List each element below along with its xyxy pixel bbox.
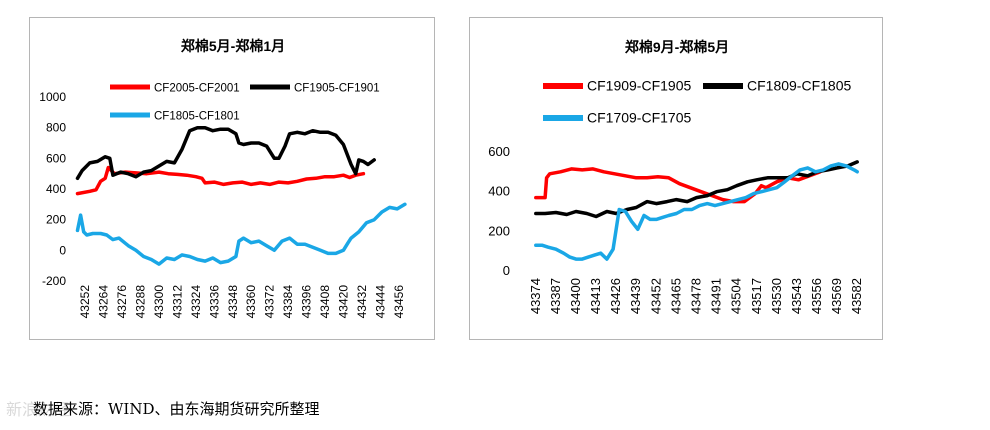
left-x-tick-label: 43312 <box>170 285 184 319</box>
right-x-tick-label: 43517 <box>749 278 764 314</box>
right-x-tick-label: 43530 <box>769 278 784 314</box>
left-x-tick-label: 43264 <box>97 285 111 319</box>
right-x-tick-label: 43478 <box>689 278 704 314</box>
left-y-tick-label: 400 <box>46 182 66 196</box>
left-x-tick-label: 43348 <box>226 285 240 319</box>
left-x-tick-label: 43252 <box>78 285 92 319</box>
source-note: 数据来源：WIND、由东海期货研究所整理 <box>33 400 320 418</box>
right-chart: 郑棉9月-郑棉5月 0 200 400 600 43374 43387 43400 43413… <box>488 39 864 314</box>
left-x-tick-label: 43360 <box>244 285 258 319</box>
left-x-tick-label: 43288 <box>134 285 148 319</box>
right-x-tick-label: 43374 <box>528 278 543 314</box>
left-chart: 郑棉5月-郑棉1月 -200 0 200 400 600 800 1000 43252 4326… <box>39 38 407 319</box>
left-x-tick-label: 43336 <box>207 285 221 319</box>
left-x-tick-label: 43396 <box>300 285 314 319</box>
right-x-tick-label: 43400 <box>568 278 583 314</box>
right-y-tick-label: 600 <box>488 144 510 159</box>
left-y-tick-label: 1000 <box>39 90 66 104</box>
left-x-tick-label: 43324 <box>189 285 203 319</box>
right-x-tick-label: 43387 <box>548 278 563 314</box>
left-x-tick-label: 43420 <box>336 285 350 319</box>
right-chart-panel: 郑棉9月-郑棉5月 0 200 400 600 43374 43387 43400 43413… <box>469 17 883 340</box>
left-legend-label-1: CF2005-CF2001 <box>154 83 240 95</box>
left-chart-panel: 郑棉5月-郑棉1月 -200 0 200 400 600 800 1000 43252 4326… <box>29 17 435 340</box>
right-x-tick-label: 43465 <box>668 278 683 314</box>
right-y-tick-label: 0 <box>503 263 510 278</box>
right-x-tick-label: 43452 <box>648 278 663 314</box>
left-x-tick-label: 43372 <box>263 285 277 319</box>
right-x-tick-label: 43413 <box>588 278 603 314</box>
right-x-tick-label: 43504 <box>729 278 744 314</box>
right-x-tick-label: 43569 <box>829 278 844 314</box>
left-y-tick-label: 800 <box>46 121 66 135</box>
right-series-line-3 <box>534 162 859 261</box>
left-legend-label-3: CF1805-CF1801 <box>154 111 240 123</box>
left-x-tick-label: 43276 <box>115 285 129 319</box>
right-chart-title: 郑棉9月-郑棉5月 <box>625 39 729 55</box>
left-x-tick-label: 43300 <box>152 285 166 319</box>
left-x-tick-label: 43432 <box>355 285 369 319</box>
right-x-tick-label: 43426 <box>608 278 623 314</box>
right-y-tick-label: 200 <box>488 223 510 238</box>
watermark: 新浪财经 <box>6 402 71 419</box>
left-y-tick-label: 200 <box>46 213 66 227</box>
right-legend-label-1: CF1909-CF1905 <box>587 78 691 94</box>
right-series-line-2 <box>534 160 859 219</box>
right-y-tick-label: 400 <box>488 184 510 199</box>
right-series-line-1 <box>534 167 822 204</box>
right-x-tick-label: 43543 <box>789 278 804 314</box>
right-legend-label-3: CF1709-CF1705 <box>587 110 691 126</box>
right-legend-label-2: CF1809-CF1805 <box>747 78 851 94</box>
right-x-tick-label: 43491 <box>709 278 724 314</box>
left-x-tick-label: 43408 <box>318 285 332 319</box>
left-series-line-2 <box>75 125 376 181</box>
left-y-tick-label: 0 <box>59 243 66 257</box>
left-x-tick-label: 43444 <box>373 285 387 319</box>
right-x-tick-label: 43439 <box>628 278 643 314</box>
left-y-tick-label: -200 <box>42 274 66 288</box>
right-x-tick-label: 43556 <box>809 278 824 314</box>
left-series-line-3 <box>75 202 407 266</box>
left-y-tick-label: 600 <box>46 151 66 165</box>
left-x-tick-label: 43456 <box>392 285 406 319</box>
left-x-tick-label: 43384 <box>281 285 295 319</box>
right-x-tick-label: 43582 <box>849 278 864 314</box>
left-chart-title: 郑棉5月-郑棉1月 <box>181 38 285 54</box>
left-legend-label-2: CF1905-CF1901 <box>294 83 380 95</box>
